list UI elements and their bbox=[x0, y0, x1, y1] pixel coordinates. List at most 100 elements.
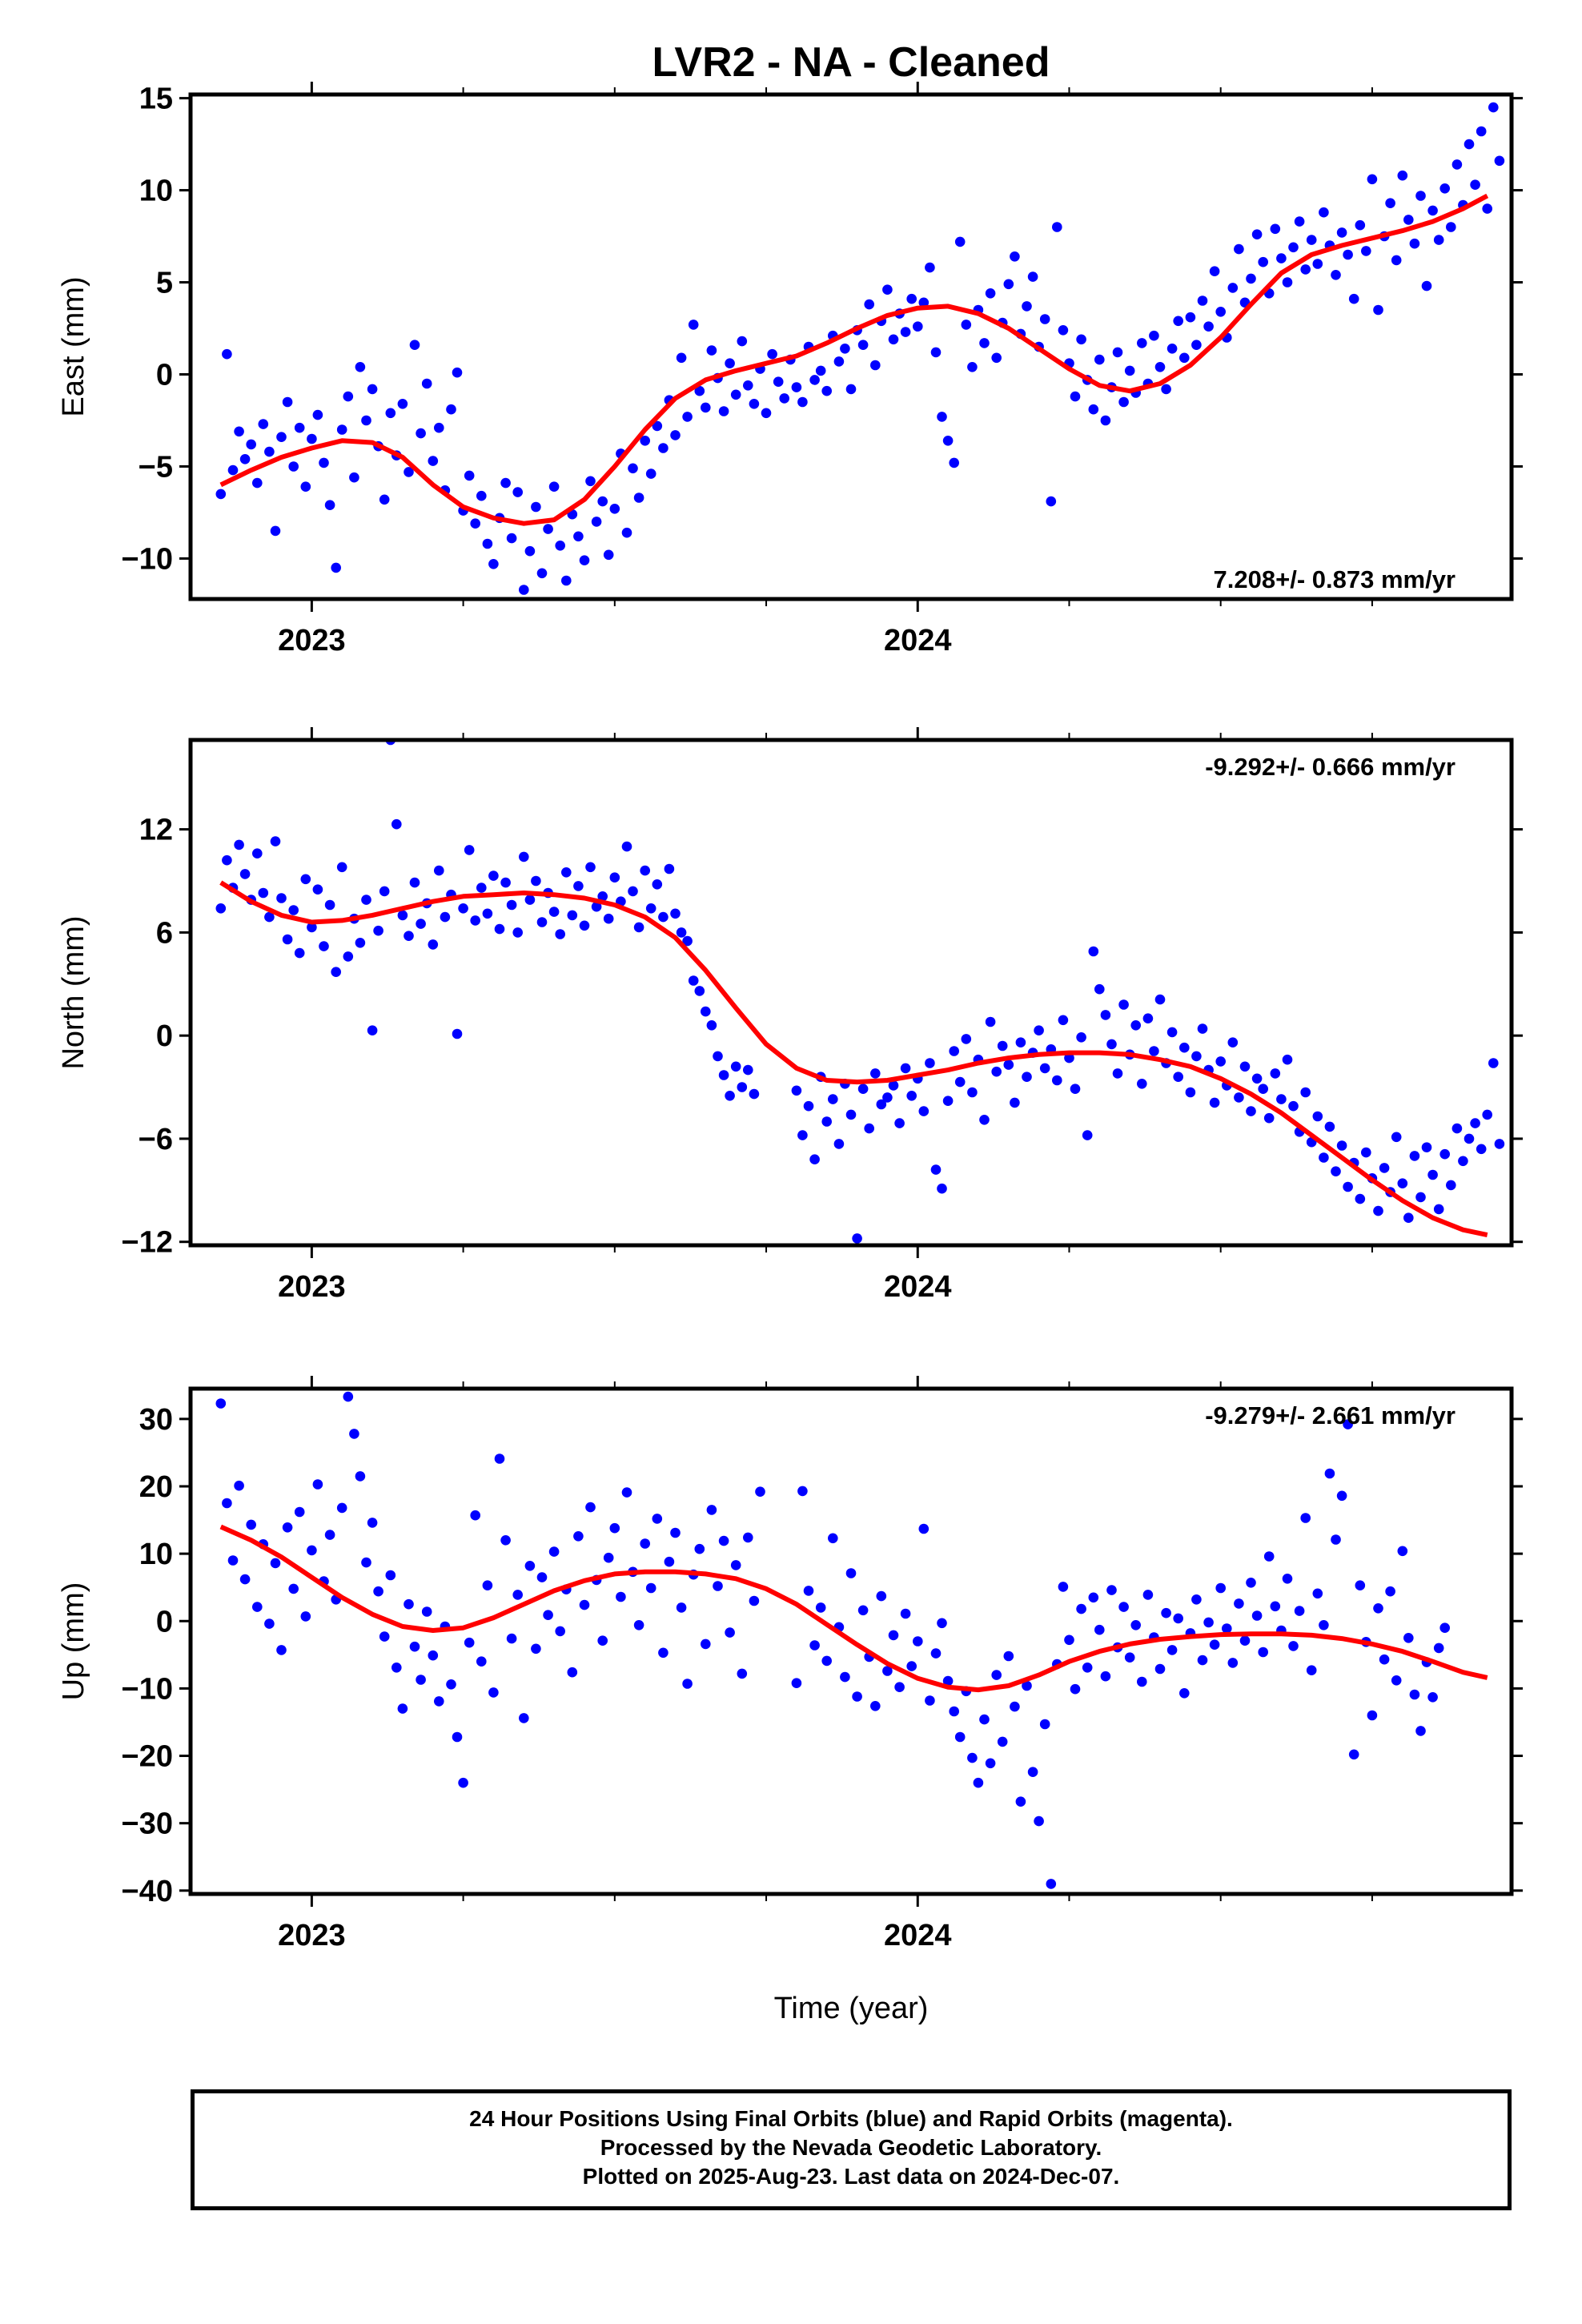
east-point bbox=[1355, 219, 1366, 231]
up-point bbox=[416, 1675, 426, 1685]
up-point bbox=[676, 1602, 687, 1613]
north-point bbox=[409, 877, 420, 888]
east-point bbox=[264, 446, 275, 457]
north-point bbox=[379, 886, 390, 897]
east-point bbox=[1215, 307, 1226, 317]
up-point bbox=[713, 1581, 723, 1591]
east-point bbox=[640, 436, 650, 446]
up-point bbox=[1433, 1642, 1444, 1654]
up-point bbox=[1348, 1749, 1359, 1760]
east-point bbox=[882, 284, 893, 296]
up-point bbox=[1118, 1602, 1129, 1612]
north-point bbox=[870, 1068, 881, 1079]
east-point bbox=[1027, 271, 1038, 282]
north-point bbox=[864, 1123, 874, 1134]
up-point bbox=[645, 1582, 656, 1594]
up-point bbox=[494, 1454, 505, 1464]
east-frame bbox=[188, 92, 1514, 601]
up-point bbox=[652, 1514, 663, 1524]
up-point bbox=[1039, 1719, 1050, 1730]
north-point bbox=[791, 1085, 802, 1096]
up-point bbox=[937, 1618, 947, 1629]
north-point bbox=[1197, 1023, 1208, 1034]
east-point bbox=[1137, 338, 1147, 348]
east-point bbox=[1046, 496, 1057, 507]
up-rate-label: -9.279+/- 2.661 mm/yr bbox=[1205, 1401, 1456, 1429]
up-point bbox=[1215, 1582, 1226, 1594]
up-point bbox=[458, 1777, 468, 1788]
up-point bbox=[379, 1631, 390, 1642]
north-rate-label: -9.292+/- 0.666 mm/yr bbox=[1205, 753, 1456, 781]
east-point bbox=[730, 389, 741, 400]
north-point bbox=[961, 1034, 972, 1044]
north-point bbox=[591, 901, 602, 912]
up-point bbox=[1343, 1419, 1353, 1429]
east-point bbox=[543, 524, 553, 534]
east-point bbox=[1488, 102, 1499, 113]
east-point bbox=[845, 384, 857, 395]
up-point bbox=[1319, 1620, 1329, 1630]
up-point bbox=[949, 1706, 959, 1717]
up-point bbox=[633, 1620, 644, 1630]
north-point bbox=[1130, 1020, 1141, 1031]
north-ytick-label: 0 bbox=[156, 1019, 173, 1053]
north-point bbox=[1433, 1204, 1444, 1215]
up-point bbox=[312, 1479, 323, 1490]
east-point bbox=[1246, 273, 1256, 284]
up-point bbox=[343, 1391, 354, 1402]
north-point bbox=[585, 862, 596, 873]
up-point bbox=[1282, 1574, 1293, 1584]
east-point bbox=[1203, 321, 1214, 332]
north-point bbox=[1336, 1140, 1347, 1151]
north-point bbox=[434, 865, 444, 876]
north-point bbox=[1039, 1063, 1050, 1074]
east-point bbox=[1288, 242, 1299, 253]
east-point bbox=[737, 336, 748, 347]
north-point bbox=[1191, 1051, 1202, 1062]
east-point bbox=[725, 358, 735, 369]
north-panel: −12 −6 0 6 12 2023 2024 North (mm) -9.292+/- 0.6… bbox=[57, 727, 1523, 1304]
east-point bbox=[361, 415, 371, 426]
east-point bbox=[531, 501, 541, 513]
up-point bbox=[621, 1487, 632, 1498]
north-point bbox=[640, 865, 650, 876]
up-y-axis-label: Up (mm) bbox=[57, 1582, 90, 1701]
x-axis-label: Time (year) bbox=[774, 1992, 929, 2025]
east-point bbox=[434, 422, 444, 433]
east-point bbox=[749, 399, 760, 409]
east-point bbox=[1343, 249, 1353, 260]
north-point bbox=[888, 1080, 899, 1091]
north-point bbox=[1421, 1142, 1432, 1152]
east-point bbox=[979, 338, 990, 348]
up-point bbox=[1034, 1815, 1044, 1827]
north-point bbox=[809, 1154, 820, 1164]
east-point bbox=[1185, 312, 1196, 323]
east-point bbox=[821, 385, 832, 396]
north-point bbox=[706, 1020, 717, 1031]
east-point bbox=[1415, 191, 1426, 201]
north-point bbox=[222, 854, 232, 866]
north-point bbox=[300, 874, 311, 885]
east-ytick-label: 10 bbox=[139, 175, 173, 208]
east-point bbox=[446, 404, 456, 415]
north-point bbox=[718, 1070, 729, 1080]
north-point bbox=[1282, 1054, 1293, 1065]
north-point bbox=[531, 875, 541, 887]
north-point bbox=[319, 941, 329, 951]
east-point bbox=[1476, 126, 1487, 137]
east-point bbox=[1403, 215, 1414, 225]
north-point bbox=[828, 1094, 838, 1104]
east-point bbox=[1276, 253, 1287, 263]
up-point bbox=[567, 1667, 578, 1678]
north-point bbox=[391, 818, 402, 830]
up-point bbox=[821, 1655, 832, 1667]
north-point bbox=[1312, 1111, 1323, 1122]
north-point bbox=[264, 911, 275, 923]
north-point bbox=[1331, 1166, 1341, 1176]
up-point bbox=[300, 1611, 311, 1622]
east-point bbox=[476, 490, 487, 501]
east-points bbox=[215, 102, 1505, 595]
north-point bbox=[930, 1164, 942, 1175]
east-point bbox=[718, 406, 729, 416]
